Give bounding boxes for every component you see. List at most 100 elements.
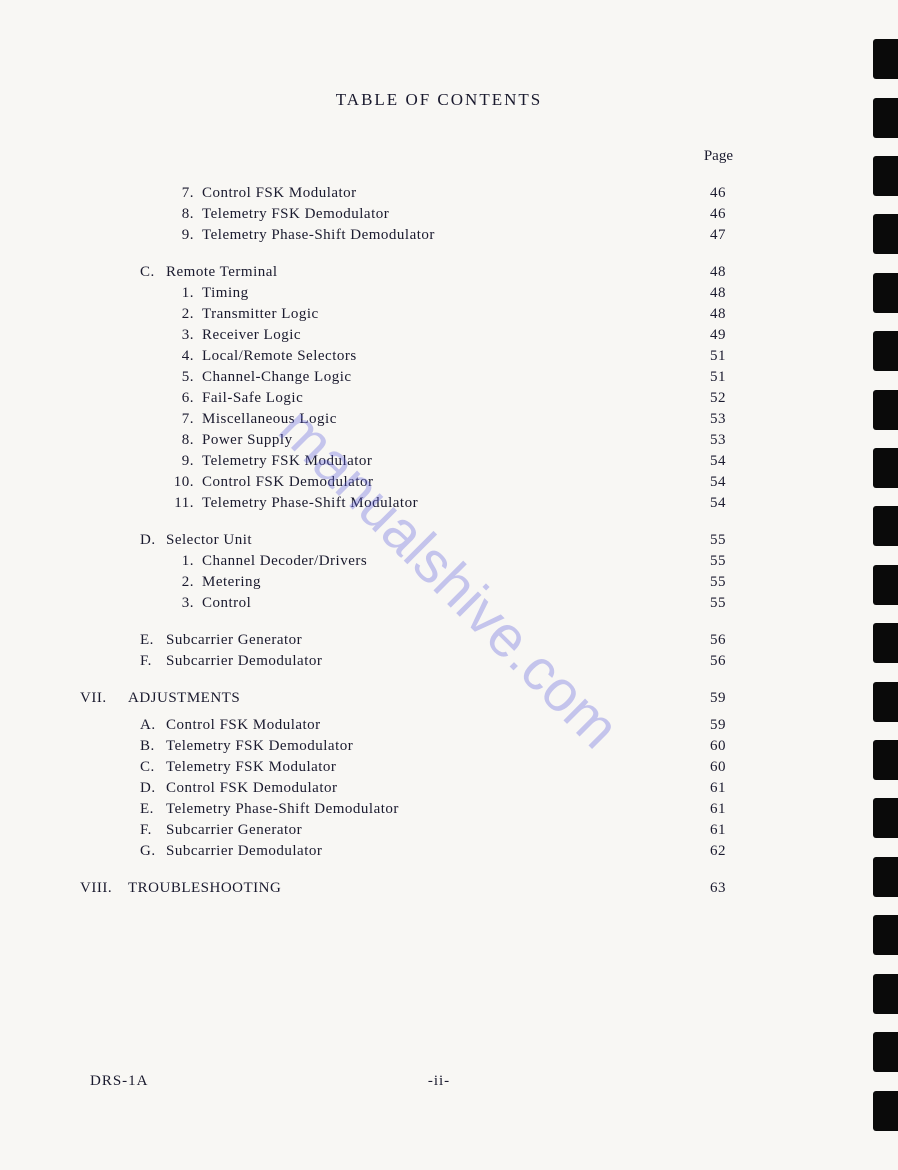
toc-spacer — [90, 614, 788, 630]
toc-entry-page: 55 — [710, 593, 788, 614]
toc-entry-page: 54 — [710, 451, 788, 472]
toc-entry-label: 1.Timing — [168, 283, 249, 304]
toc-entry-page: 53 — [710, 430, 788, 451]
toc-row: 8.Telemetry FSK Demodulator46 — [90, 204, 788, 225]
binding-hole — [873, 390, 898, 430]
toc-entry-text: Control FSK Demodulator — [166, 780, 338, 796]
toc-entry-page: 54 — [710, 472, 788, 493]
toc-row: 7.Control FSK Modulator 46 — [90, 183, 788, 204]
toc-entry-page: 49 — [710, 325, 788, 346]
toc-entry-page: 63 — [710, 878, 788, 899]
toc-entry-text: Fail-Safe Logic — [202, 390, 303, 406]
toc-entry-number: 7. — [168, 409, 194, 430]
toc-entry-page: 48 — [710, 262, 788, 283]
toc-entry-number: VII. — [80, 688, 120, 709]
toc-entry-number: D. — [140, 530, 160, 551]
toc-entry-text: Control FSK Modulator — [166, 717, 321, 733]
toc-entry-text: Control — [202, 595, 251, 611]
toc-entry-text: TROUBLESHOOTING — [128, 880, 281, 896]
toc-row: D.Control FSK Demodulator61 — [90, 778, 788, 799]
binding-hole — [873, 448, 898, 488]
toc-entry-page: 46 — [710, 183, 788, 204]
toc-entry-label: VIII. TROUBLESHOOTING — [80, 878, 281, 899]
toc-entry-page: 61 — [710, 799, 788, 820]
toc-entry-page: 55 — [710, 530, 788, 551]
toc-entry-page: 59 — [710, 688, 788, 709]
binding-hole — [873, 682, 898, 722]
toc-entry-page: 56 — [710, 630, 788, 651]
binding-hole — [873, 98, 898, 138]
toc-row: 3.Receiver Logic 49 — [90, 325, 788, 346]
toc-row: A.Control FSK Modulator59 — [90, 715, 788, 736]
toc-row: G. Subcarrier Demodulator 62 — [90, 841, 788, 862]
toc-entry-label: 1.Channel Decoder/Drivers — [168, 551, 367, 572]
toc-entry-number: F. — [140, 820, 160, 841]
toc-entry-text: Miscellaneous Logic — [202, 411, 337, 427]
toc-entry-number: VIII. — [80, 878, 120, 899]
toc-entry-page: 55 — [710, 551, 788, 572]
toc-entry-text: Subcarrier Demodulator — [166, 843, 322, 859]
toc-entry-number: 2. — [168, 572, 194, 593]
toc-entry-number: 9. — [168, 225, 194, 246]
toc-row: F.Subcarrier Demodulator56 — [90, 651, 788, 672]
toc-row: D. Selector Unit 55 — [90, 530, 788, 551]
toc-entry-text: Subcarrier Generator — [166, 632, 302, 648]
toc-row: C.Telemetry FSK Modulator 60 — [90, 757, 788, 778]
toc-spacer — [90, 862, 788, 878]
toc-entry-text: Control FSK Demodulator — [202, 474, 374, 490]
toc-entry-page: 62 — [710, 841, 788, 862]
toc-entry-page: 60 — [710, 736, 788, 757]
toc-entry-label: 2. Metering — [168, 572, 261, 593]
page-footer: DRS-1A -ii- — [90, 1073, 788, 1090]
toc-row: VII.ADJUSTMENTS59 — [90, 688, 788, 709]
toc-entry-number: 2. — [168, 304, 194, 325]
toc-entry-label: 9.Telemetry FSK Modulator — [168, 451, 372, 472]
toc-entry-page: 52 — [710, 388, 788, 409]
toc-row: 9.Telemetry Phase-Shift Demodulator47 — [90, 225, 788, 246]
toc-entry-page: 61 — [710, 820, 788, 841]
toc-row: E. Subcarrier Generator 56 — [90, 630, 788, 651]
toc-entry-label: 7. Miscellaneous Logic — [168, 409, 337, 430]
toc-entry-label: E. Subcarrier Generator — [140, 630, 302, 651]
toc-entry-number: 9. — [168, 451, 194, 472]
toc-entry-text: Control FSK Modulator — [202, 185, 357, 201]
toc-entry-page: 55 — [710, 572, 788, 593]
toc-entry-number: E. — [140, 630, 160, 651]
toc-entry-label: 8. Power Supply — [168, 430, 293, 451]
toc-entry-label: 3.Receiver Logic — [168, 325, 301, 346]
toc-entry-text: Telemetry FSK Demodulator — [202, 206, 389, 222]
toc-entry-text: Transmitter Logic — [202, 306, 319, 322]
binding-hole — [873, 506, 898, 546]
page-column-header: Page — [90, 148, 788, 165]
toc-entry-label: B.Telemetry FSK Demodulator — [140, 736, 353, 757]
toc-entry-number: 8. — [168, 430, 194, 451]
toc-row: E.Telemetry Phase-Shift Demodulator61 — [90, 799, 788, 820]
toc-row: 3. Control 55 — [90, 593, 788, 614]
toc-row: 7.Miscellaneous Logic53 — [90, 409, 788, 430]
toc-spacer — [90, 672, 788, 688]
toc-row: 4.Local/Remote Selectors51 — [90, 346, 788, 367]
binding-hole — [873, 915, 898, 955]
binding-hole — [873, 565, 898, 605]
binding-hole — [873, 798, 898, 838]
toc-entry-page: 60 — [710, 757, 788, 778]
toc-entry-number: 3. — [168, 593, 194, 614]
toc-entry-label: D.Control FSK Demodulator — [140, 778, 338, 799]
toc-entry-text: Selector Unit — [166, 532, 252, 548]
toc-entry-number: G. — [140, 841, 160, 862]
toc-entry-text: Metering — [202, 574, 261, 590]
toc-entry-text: Telemetry Phase-Shift Demodulator — [202, 227, 435, 243]
toc-entry-label: VII.ADJUSTMENTS — [80, 688, 240, 709]
toc-entry-number: F. — [140, 651, 160, 672]
binding-hole — [873, 273, 898, 313]
toc-entry-text: Telemetry Phase-Shift Modulator — [202, 495, 418, 511]
toc-entry-text: Power Supply — [202, 432, 293, 448]
toc-entry-label: 4.Local/Remote Selectors — [168, 346, 357, 367]
toc-entry-page: 59 — [710, 715, 788, 736]
toc-entry-text: Telemetry FSK Modulator — [166, 759, 336, 775]
toc-entry-label: D. Selector Unit — [140, 530, 252, 551]
toc-row: 2.Transmitter Logic48 — [90, 304, 788, 325]
toc-entry-number: 3. — [168, 325, 194, 346]
toc-entry-label: C.Telemetry FSK Modulator — [140, 757, 336, 778]
toc-entry-label: 7.Control FSK Modulator — [168, 183, 357, 204]
